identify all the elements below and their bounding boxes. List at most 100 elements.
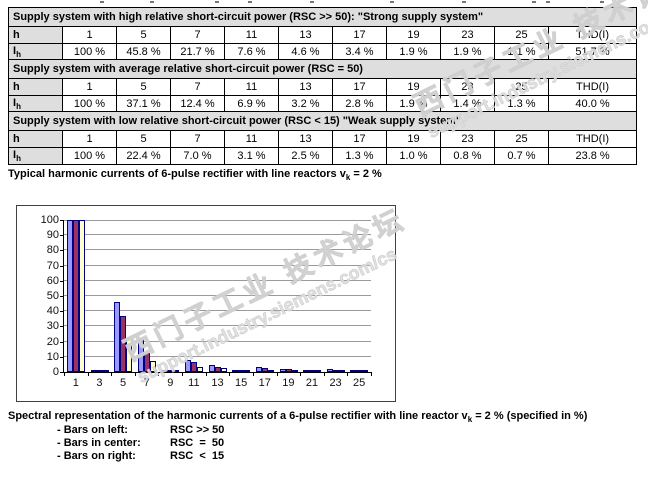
supply-table-average: Supply system with average relative shor…: [7, 59, 638, 113]
bar-series3-h7: [150, 361, 156, 372]
bar-series2-h13: [215, 367, 221, 372]
bar-series3-h23: [339, 370, 345, 372]
gridline: [64, 249, 371, 250]
harmonic-current-cell: 1.9 %: [440, 43, 495, 61]
x-tick-icon: [371, 372, 372, 376]
x-tick-label: 1: [72, 377, 79, 389]
harmonic-current-cell: 100 %: [62, 95, 117, 113]
bar-series1-h3: [91, 370, 97, 372]
bar-series1-h9: [161, 370, 167, 372]
harmonic-order-cell: 17: [332, 78, 387, 96]
bar-series2-h1: [73, 220, 79, 372]
gridline: [64, 310, 371, 311]
x-tick-icon: [229, 372, 230, 376]
x-tick-label: 23: [329, 377, 342, 389]
ih-base: I: [13, 96, 17, 109]
row-header-ih: Ih: [8, 43, 63, 61]
row-header-h: h: [8, 78, 63, 96]
harmonic-order-cell: 19: [386, 130, 441, 148]
harmonic-order-cell: 13: [278, 78, 333, 96]
harmonic-current-cell: 40.0 %: [547, 95, 638, 113]
bar-series3-h9: [173, 370, 179, 372]
bar-series3-h13: [221, 368, 227, 372]
harmonic-order-cell: 17: [332, 26, 387, 44]
gridline: [64, 356, 371, 357]
harmonic-current-cell: 1.3 %: [332, 147, 387, 165]
x-tick-icon: [111, 372, 112, 376]
ih-sub: h: [16, 154, 21, 164]
x-tick-label: 13: [211, 377, 224, 389]
x-tick-label: 25: [353, 377, 366, 389]
harmonic-order-cell: 1: [62, 26, 117, 44]
x-tick-label: 21: [305, 377, 319, 389]
gridline: [64, 265, 371, 266]
y-tick-label: 20: [46, 336, 59, 348]
bar-series3-h25: [362, 370, 368, 372]
harmonic-order-cell: THD(I): [547, 78, 638, 96]
bar-series2-h11: [191, 362, 197, 372]
y-tick-label: 100: [40, 214, 59, 226]
legend-label: - Bars on right:: [57, 450, 136, 462]
harmonic-current-cell: 45.8 %: [116, 43, 171, 61]
row-header-h: h: [8, 26, 63, 44]
gridline: [64, 295, 371, 296]
legend-row-right: - Bars on right: RSC < 15: [57, 450, 224, 463]
gridline: [64, 325, 371, 326]
bar-series3-h21: [315, 370, 321, 372]
legend-label: - Bars on left:: [57, 424, 128, 436]
bar-series1-h13: [209, 365, 215, 372]
harmonic-current-cell: 1.9 %: [386, 95, 441, 113]
harmonic-order-cell: 23: [440, 130, 495, 148]
bar-series2-h5: [120, 316, 126, 372]
harmonic-current-cell: 22.4 %: [116, 147, 171, 165]
harmonic-current-cell: 1.4 %: [440, 95, 495, 113]
x-tick-label: 3: [96, 377, 103, 389]
caption-bottom-suffix: = 2 % (specified in %): [472, 410, 588, 422]
harmonic-order-cell: 5: [116, 78, 171, 96]
harmonic-current-cell: 1.1 %: [494, 43, 549, 61]
chart-legend-note: - Bars on left: RSC >> 50 - Bars in cent…: [57, 424, 224, 463]
caption-bottom-subscript: k: [467, 415, 473, 425]
table-title: Supply system with average relative shor…: [7, 59, 638, 79]
y-tick-label: 0: [52, 366, 59, 378]
caption-top-text: Typical harmonic currents of 6-pulse rec…: [8, 168, 346, 180]
y-tick-label: 30: [46, 320, 59, 332]
gridline: [64, 220, 371, 221]
y-tick-icon: [60, 220, 64, 221]
y-tick-icon: [60, 235, 64, 236]
bar-series2-h19: [286, 369, 292, 372]
supply-table-weak: Supply system with low relative short-ci…: [7, 111, 638, 165]
ih-base: I: [13, 148, 17, 161]
bar-series2-h17: [262, 368, 268, 372]
harmonic-order-cell: 1: [62, 130, 117, 148]
harmonic-current-cell: 1.9 %: [386, 43, 441, 61]
x-tick-icon: [206, 372, 207, 376]
y-tick-icon: [60, 296, 64, 297]
bar-series3-h3: [103, 370, 109, 372]
y-tick-label: 90: [46, 229, 59, 241]
ih-sub: h: [16, 50, 21, 60]
row-header-h: h: [8, 130, 63, 148]
harmonic-current-cell: 2.5 %: [278, 147, 333, 165]
harmonic-order-cell: THD(I): [547, 26, 638, 44]
bar-series3-h15: [244, 370, 250, 372]
bar-series3-h17: [268, 370, 274, 372]
bar-series3-h5: [126, 338, 132, 372]
row-header-ih: Ih: [8, 95, 63, 113]
bar-series3-h19: [292, 370, 298, 372]
harmonic-order-cell: 13: [278, 26, 333, 44]
x-tick-label: 7: [143, 377, 150, 389]
cropped-text-row: [0, 0, 648, 5]
gridline: [64, 341, 371, 342]
harmonic-order-cell: 25: [494, 78, 549, 96]
harmonic-order-cell: 13: [278, 130, 333, 148]
bar-series2-h3: [97, 370, 103, 372]
bar-series1-h19: [280, 369, 286, 372]
caption-top-suffix: = 2 %: [350, 168, 382, 180]
ih-base: I: [13, 44, 17, 57]
y-tick-label: 70: [46, 260, 59, 272]
harmonic-current-cell: 2.8 %: [332, 95, 387, 113]
harmonic-current-cell: 1.3 %: [494, 95, 549, 113]
bar-series2-h15: [238, 370, 244, 372]
harmonic-order-cell: THD(I): [547, 130, 638, 148]
